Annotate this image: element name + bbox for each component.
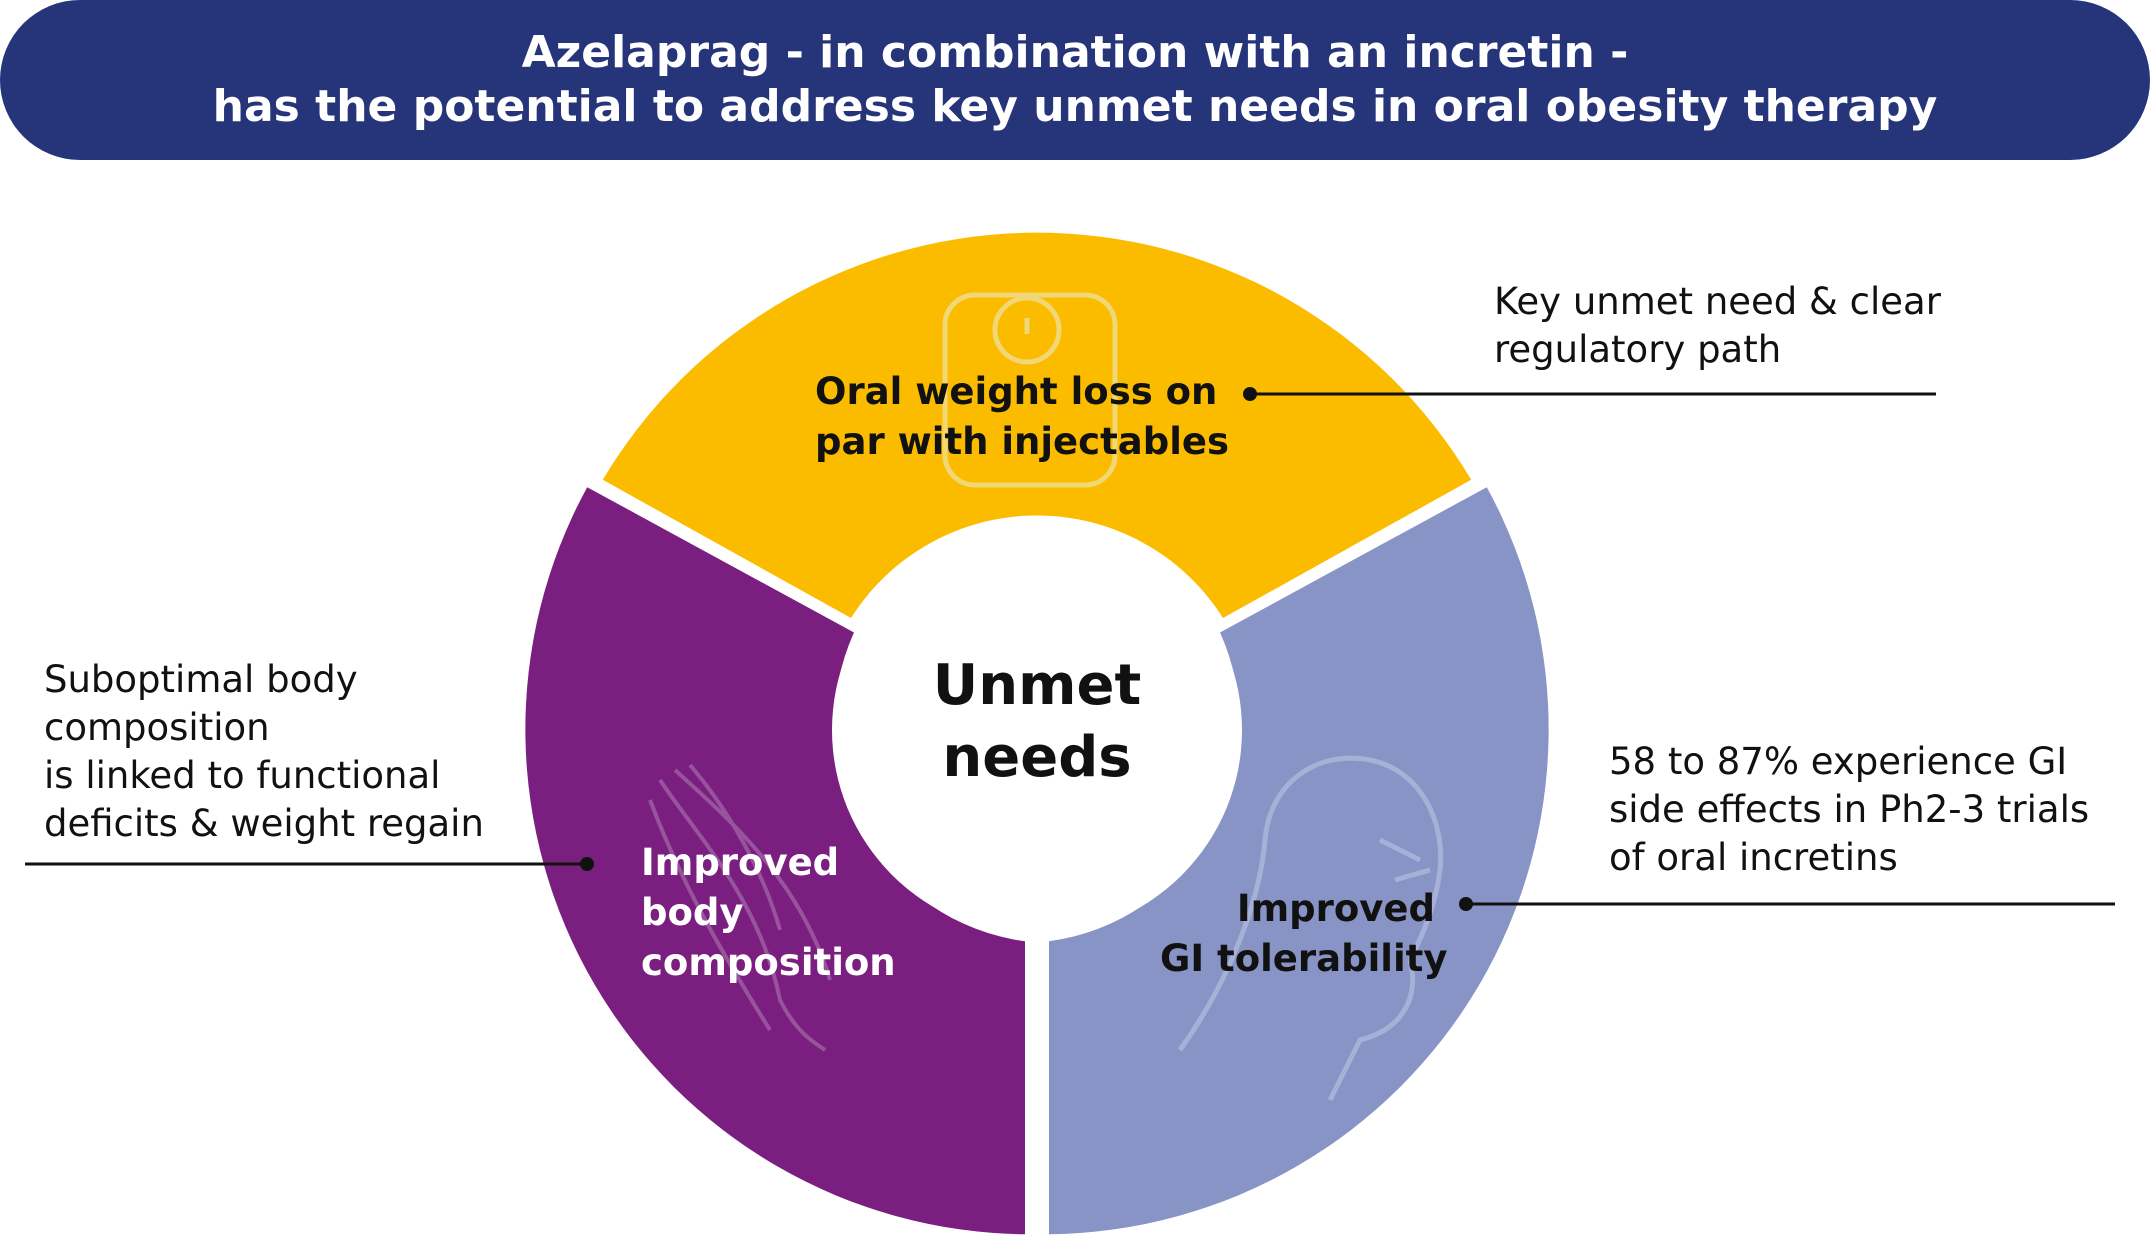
segment-left-label: Improved body composition [641,838,896,988]
header-line-2: has the potential to address key unmet n… [212,81,1938,132]
segment-top-line-1: Oral weight loss on [815,370,1218,413]
note-right-line-2: side effects in Ph2-3 trials [1609,788,2090,831]
note-right: 58 to 87% experience GI side effects in … [1609,738,2089,882]
connector-top [1243,387,1936,401]
segment-left-line-2: body [641,891,744,934]
nausea-head-icon [1177,755,1444,1102]
connector-left [25,857,594,871]
header-line-1: Azelaprag - in combination with an incre… [521,27,1629,78]
note-top-right: Key unmet need & clear regulatory path [1494,278,1941,374]
center-label: Unmet needs [877,650,1197,794]
muscle-icon [648,763,832,1052]
center-line-2: needs [942,725,1132,790]
note-left-line-3: is linked to functional [44,754,441,797]
segment-left [525,487,1025,1235]
note-right-line-1: 58 to 87% experience GI [1609,740,2068,783]
note-left-line-2: composition [44,706,270,749]
segment-left-line-3: composition [641,941,896,984]
note-left-line-4: deficits & weight regain [44,802,484,845]
segment-top-line-2: par with injectables [815,420,1230,463]
segment-right-line-1: Improved [1236,887,1435,930]
segment-top-label: Oral weight loss on par with injectables [815,367,1229,467]
center-line-1: Unmet [932,653,1142,718]
note-top-right-line-2: regulatory path [1494,328,1782,371]
scale-icon [942,292,1118,488]
note-top-right-line-1: Key unmet need & clear [1494,280,1941,323]
center-circle [832,525,1242,935]
note-right-line-3: of oral incretins [1609,836,1898,879]
note-left-line-1: Suboptimal body [44,658,358,701]
segment-right-line-2: GI tolerability [1160,937,1448,980]
segment-right-label: Improved GI tolerability [1160,884,1448,984]
connector-right [1459,897,2115,911]
segment-right [1049,487,1549,1235]
segment-top [602,232,1472,618]
header-banner: Azelaprag - in combination with an incre… [0,0,2150,160]
segment-left-line-1: Improved [641,841,840,884]
note-left: Suboptimal body composition is linked to… [44,656,484,848]
